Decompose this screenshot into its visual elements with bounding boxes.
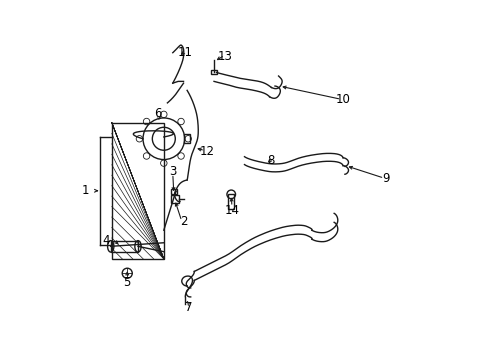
Bar xyxy=(170,195,178,203)
Text: 2: 2 xyxy=(180,215,187,228)
Bar xyxy=(211,70,216,74)
Text: 6: 6 xyxy=(154,107,161,120)
Bar xyxy=(228,194,234,209)
Bar xyxy=(110,240,138,252)
Text: 9: 9 xyxy=(382,172,389,185)
Bar xyxy=(171,189,177,194)
Text: 13: 13 xyxy=(217,50,232,63)
Text: 3: 3 xyxy=(169,165,176,177)
Text: 4: 4 xyxy=(102,234,110,247)
Bar xyxy=(183,134,190,143)
Text: 14: 14 xyxy=(224,204,239,217)
Text: 10: 10 xyxy=(335,93,350,106)
Text: 11: 11 xyxy=(178,46,192,59)
Text: 5: 5 xyxy=(123,276,131,289)
Text: 7: 7 xyxy=(185,301,192,314)
Text: 8: 8 xyxy=(267,154,275,167)
Text: 1: 1 xyxy=(81,184,89,197)
Bar xyxy=(112,123,163,259)
Text: 12: 12 xyxy=(199,145,214,158)
